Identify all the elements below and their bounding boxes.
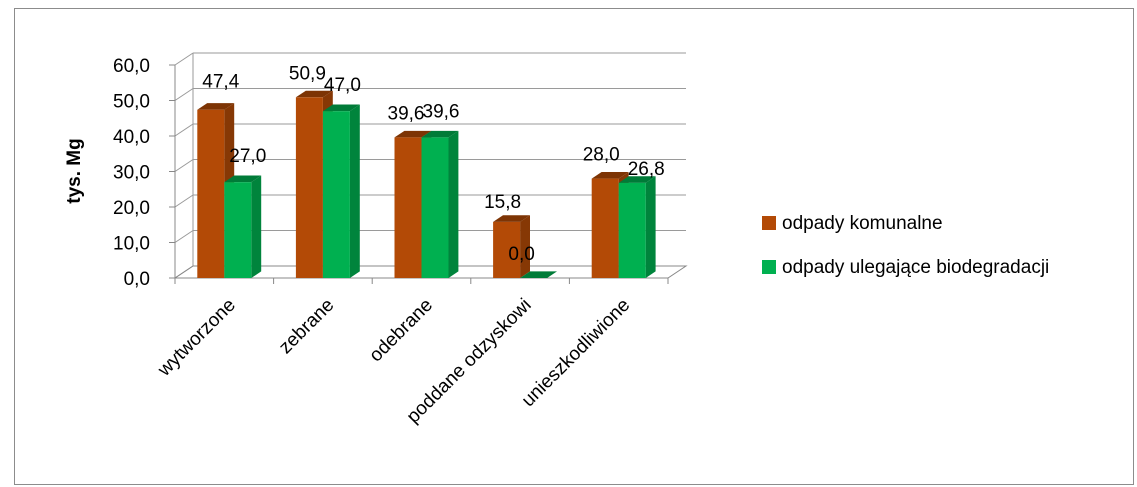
bar [493,215,530,278]
bar-front [224,182,252,278]
gridline-side [174,230,194,243]
bar [421,130,459,278]
bar-top [224,175,262,183]
x-category-label: wytworzone [153,295,239,381]
bar-front [322,111,350,279]
bar-side [349,104,360,278]
data-label: 15,8 [484,192,521,213]
data-label: 27,0 [229,146,266,167]
gridline-side [174,52,194,66]
bar-front [591,178,619,278]
y-tick-label: 40,0 [113,127,150,148]
bar-top [618,176,656,183]
bar-front [493,221,521,278]
legend-entry: odpady komunalne [782,213,943,234]
data-label: 26,8 [628,159,665,180]
y-tick-label: 20,0 [113,198,150,219]
bar-top [295,90,333,98]
bar-front [394,137,422,278]
bar-layer [197,90,656,279]
y-tick-label: 0,0 [124,269,150,290]
gridline-side [174,88,194,101]
x-category-label: zebrane [275,295,338,358]
legend: odpady komunalne odpady ulegające biodegr… [762,213,1049,278]
bar [224,175,262,278]
bar-top [197,103,235,110]
label-layer: 47,4 27,0 50,947,0 39,639,6 15,8 0,0 28,0 26,8 [202,63,664,265]
data-label: 39,6 [388,103,425,124]
bar-front [295,97,323,279]
y-axis-title: tys. Mg [64,138,85,203]
bar-front [618,182,646,278]
gridline-side [174,159,194,172]
gridline-side [174,123,194,137]
gridline-side [174,194,194,208]
bar-side [251,175,262,278]
bar-side [448,130,459,278]
y-tick-label: 50,0 [113,92,150,113]
bar-side [520,215,530,278]
data-label: 47,0 [324,75,361,96]
bar-top [421,130,459,138]
bar [618,176,656,278]
bar-front [421,137,449,278]
bar-front [197,109,225,278]
y-tick-label: 60,0 [113,56,150,77]
y-tick-label: 30,0 [113,163,150,184]
bar-top [394,130,432,138]
x-category-label: unieszkodliwione [518,295,634,411]
bar-side [645,176,656,278]
y-tick-label: 10,0 [113,234,150,255]
data-label: 47,4 [202,72,239,93]
bar [520,271,557,278]
bar-top [520,271,557,278]
data-label: 39,6 [423,101,460,122]
bar-top [493,215,530,222]
bar-top [591,172,629,179]
legend-swatch [762,260,776,274]
data-label: 0,0 [508,244,534,265]
data-label: 28,0 [583,145,620,166]
bar-top [322,104,360,112]
bar [322,104,360,279]
legend-entry: odpady ulegające biodegradacji [782,257,1049,278]
x-category-label: odebrane [365,295,437,367]
data-label: 50,9 [289,63,326,84]
legend-swatch [762,216,776,230]
